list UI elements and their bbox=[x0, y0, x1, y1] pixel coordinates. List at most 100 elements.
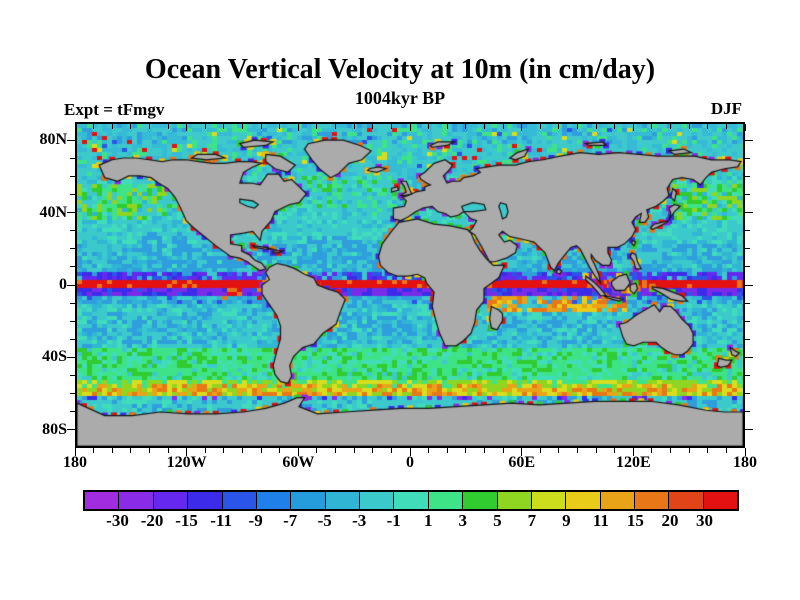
axis-tick bbox=[539, 124, 541, 129]
axis-tick bbox=[297, 124, 299, 131]
colorbar-tick-label: 11 bbox=[592, 511, 609, 530]
axis-tick bbox=[577, 448, 578, 453]
colorbar-segment bbox=[324, 492, 359, 509]
axis-tick bbox=[111, 448, 113, 453]
axis-tick bbox=[502, 124, 504, 129]
axis-tick bbox=[651, 124, 653, 129]
y-tick-label: 0 bbox=[59, 276, 67, 293]
axis-tick bbox=[670, 124, 672, 129]
axis-tick bbox=[223, 124, 225, 129]
axis-tick bbox=[632, 124, 634, 131]
axis-tick bbox=[670, 448, 672, 453]
axis-tick bbox=[745, 320, 750, 322]
y-tick-label: 80S bbox=[42, 420, 67, 438]
colorbar-labels: -30 -20 -15 -11 -9 -7 -5 -3 -1 1 3 5 7 9 11 15 20 30 bbox=[0, 511, 800, 535]
axis-tick bbox=[558, 448, 560, 453]
axis-tick bbox=[70, 230, 75, 232]
axis-tick bbox=[707, 448, 709, 453]
colorbar-segment bbox=[427, 492, 463, 509]
colorbar-tick-label: 30 bbox=[695, 511, 713, 530]
colorbar-tick-label: -7 bbox=[283, 511, 298, 530]
axis-tick bbox=[70, 338, 75, 340]
axis-tick bbox=[242, 448, 243, 453]
colorbar-tick-label: 9 bbox=[562, 511, 571, 530]
y-tick-label: 40S bbox=[42, 348, 67, 366]
axis-tick bbox=[335, 448, 337, 453]
colorbar-tick-label: 15 bbox=[626, 511, 644, 530]
axis-tick bbox=[279, 124, 281, 129]
colorbar-segment bbox=[530, 492, 566, 509]
axis-tick bbox=[725, 448, 727, 453]
axis-tick bbox=[316, 124, 318, 129]
colorbar-segment bbox=[702, 492, 738, 509]
axis-tick bbox=[167, 124, 169, 129]
axis-tick bbox=[521, 124, 523, 131]
colorbar-segment bbox=[359, 492, 394, 509]
axis-tick bbox=[614, 124, 616, 129]
axis-tick bbox=[223, 448, 225, 453]
axis-tick bbox=[242, 124, 243, 129]
axis-tick bbox=[446, 448, 448, 453]
axis-tick bbox=[93, 124, 95, 129]
axis-tick bbox=[353, 448, 355, 453]
axis-tick bbox=[744, 448, 746, 456]
axis-tick bbox=[688, 124, 690, 129]
chart-subtitle: 1004kyr BP bbox=[354, 88, 446, 108]
colorbar-tick-label: -5 bbox=[317, 511, 332, 530]
axis-tick bbox=[335, 124, 337, 129]
x-tick-label: 120W bbox=[166, 454, 207, 471]
axis-tick bbox=[70, 248, 75, 250]
axis-tick bbox=[707, 124, 709, 129]
axis-tick bbox=[70, 302, 75, 304]
x-tick-label: 60W bbox=[282, 454, 315, 471]
colorbar-segment bbox=[496, 492, 531, 509]
colorbar-segment bbox=[462, 492, 497, 509]
axis-tick bbox=[74, 124, 76, 131]
axis-tick bbox=[632, 448, 634, 456]
map-frame bbox=[75, 122, 745, 448]
axis-tick bbox=[465, 448, 467, 453]
axis-tick bbox=[70, 411, 75, 413]
y-tick-label: 40N bbox=[39, 203, 67, 221]
colorbar-tick-label: -20 bbox=[140, 511, 164, 530]
axis-tick bbox=[745, 212, 753, 214]
colorbar-segment bbox=[668, 492, 703, 509]
axis-tick bbox=[70, 175, 75, 177]
axis-tick bbox=[446, 124, 448, 129]
axis-tick bbox=[148, 448, 150, 453]
axis-tick bbox=[745, 230, 750, 232]
colorbar bbox=[83, 490, 739, 511]
axis-tick bbox=[651, 448, 653, 453]
colorbar-tick-label: 20 bbox=[661, 511, 679, 530]
axis-tick bbox=[745, 284, 753, 286]
colorbar-tick-label: -1 bbox=[386, 511, 401, 530]
axis-tick bbox=[595, 124, 597, 129]
colorbar-segment bbox=[152, 492, 188, 509]
axis-tick bbox=[316, 448, 318, 453]
axis-tick bbox=[745, 302, 750, 304]
axis-tick bbox=[539, 448, 541, 453]
x-tick-label: 180 bbox=[733, 454, 757, 471]
axis-tick bbox=[502, 448, 504, 453]
colorbar-segment bbox=[634, 492, 669, 509]
axis-tick bbox=[744, 124, 746, 131]
axis-tick bbox=[745, 175, 750, 177]
chart-title: Ocean Vertical Velocity at 10m (in cm/da… bbox=[144, 54, 656, 85]
axis-tick bbox=[595, 448, 597, 453]
axis-tick bbox=[409, 124, 411, 131]
axis-tick bbox=[390, 448, 392, 453]
colorbar-tick-label: -15 bbox=[175, 511, 198, 530]
axis-tick bbox=[260, 124, 262, 129]
axis-tick bbox=[186, 448, 188, 456]
axis-tick bbox=[67, 284, 75, 286]
ocean-velocity-map-canvas bbox=[77, 124, 743, 446]
axis-tick bbox=[745, 266, 750, 268]
axis-tick bbox=[70, 393, 75, 395]
colorbar-tick-label: 5 bbox=[493, 511, 502, 530]
colorbar-segment bbox=[255, 492, 291, 509]
map-plot-area: 180 120W 60W 0 60E 120E 180 80N 40N 0 40S 80S bbox=[39, 122, 757, 471]
colorbar-segment bbox=[118, 492, 153, 509]
axis-tick bbox=[167, 448, 169, 453]
season-label: DJF bbox=[710, 99, 742, 118]
